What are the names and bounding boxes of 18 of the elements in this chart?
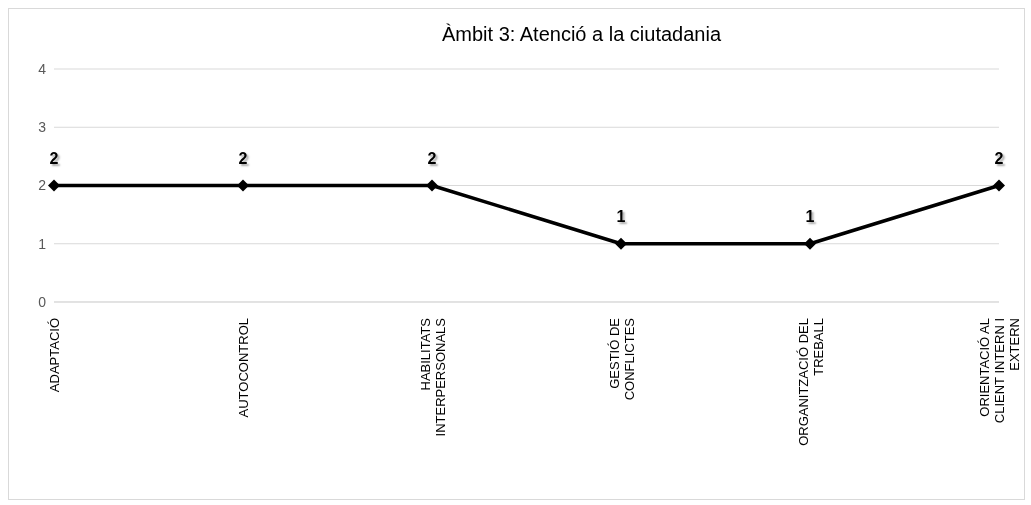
data-label: 2 [994,149,1004,167]
data-label: 2 [49,149,59,167]
x-tick-label: ADAPTACIÓ [47,318,62,393]
data-label: 2 [238,149,248,167]
data-label: 1 [616,207,626,225]
chart-title: Àmbit 3: Atenció a la ciutadania [440,23,723,46]
x-tick-label: ORGANITZACIÓ DEL TREBALL [795,318,826,446]
y-tick-label: 0 [38,293,47,310]
x-tick-label: ORIENTACIÓ AL CLIENT INTERN I EXTERN [977,318,1022,424]
data-label: 1 [805,207,815,225]
x-tick-label: AUTOCONTROL [236,318,251,418]
y-tick-label: 3 [38,119,47,136]
y-tick-label: 2 [38,177,47,194]
data-label: 2 [427,149,437,167]
x-tick-label: HABILITATS INTERPERSONALS [417,317,448,437]
y-tick-label: 1 [38,235,47,252]
y-tick-label: 4 [38,60,47,77]
x-tick-label: GESTIÓ DE CONFLICTES [606,317,637,401]
